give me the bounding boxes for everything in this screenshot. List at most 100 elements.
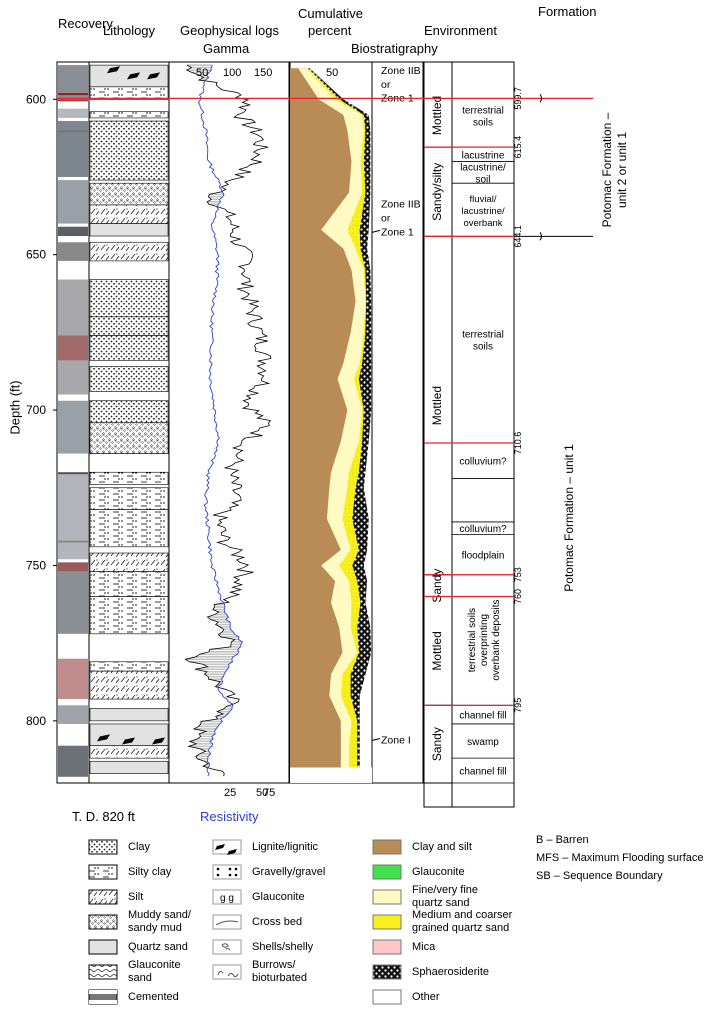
zone-label: Zone 1 bbox=[381, 226, 414, 238]
core-photo-segment bbox=[58, 121, 88, 177]
glauconite-symbol: g g bbox=[220, 893, 234, 904]
header-gamma: Gamma bbox=[203, 41, 250, 56]
header-biostratigraphy: Biostratigraphy bbox=[351, 41, 438, 56]
legend-swatch-color bbox=[372, 839, 402, 855]
legend-label: Fine/very fine quartz sand bbox=[412, 884, 479, 909]
lithology-unit-siltyclay bbox=[89, 487, 169, 510]
zone-label: or bbox=[381, 79, 391, 91]
lithology-unit-quartz bbox=[89, 223, 169, 237]
biostrat-frame bbox=[371, 61, 424, 784]
legend-label: Glauconite sand bbox=[128, 959, 181, 984]
resistivity-curve bbox=[197, 64, 243, 777]
legend-swatch-color bbox=[372, 989, 402, 1005]
environment-label: overbank deposits bbox=[491, 599, 502, 680]
core-photo-band bbox=[58, 130, 88, 133]
legend-swatch: g g bbox=[212, 889, 242, 905]
gravel-symbol bbox=[228, 873, 232, 877]
legend-swatch-siltyclay bbox=[88, 864, 118, 880]
formation-boundaries bbox=[57, 94, 593, 706]
legend-swatch-frame bbox=[212, 914, 242, 930]
lithofacies-label: Mottled bbox=[430, 386, 444, 425]
legend-label: Sphaerosiderite bbox=[412, 965, 490, 978]
lithology-unit-quartz bbox=[89, 708, 169, 722]
abbrev-barren: B – Barren bbox=[536, 834, 589, 846]
legend-swatch bbox=[372, 989, 402, 1005]
environment-label: terrestrial bbox=[462, 105, 504, 116]
lithology-unit-clay bbox=[89, 316, 169, 336]
lithology-unit-siltyclay bbox=[89, 111, 169, 119]
header-environment: Environment bbox=[424, 23, 497, 38]
lithofacies-label: Sandy bbox=[430, 727, 444, 761]
environment-label: overprinting bbox=[479, 614, 490, 666]
feature-legend: Lignite/lignitic Gravelly/gravel g g Glauco… bbox=[212, 836, 362, 986]
lignite-symbol bbox=[215, 844, 225, 850]
legend-label: Glauconite bbox=[412, 865, 465, 878]
core-photo-band bbox=[58, 93, 88, 96]
header-lithology: Lithology bbox=[103, 23, 156, 38]
environment-frame bbox=[451, 61, 515, 808]
legend-swatch bbox=[88, 889, 118, 905]
legend-item: Cemented bbox=[88, 986, 208, 1008]
environment-label: floodplain bbox=[462, 551, 505, 562]
lignite-clast bbox=[107, 66, 120, 74]
gravel-symbol bbox=[216, 873, 220, 877]
legend-item: Muddy sand/ sandy mud bbox=[88, 909, 208, 934]
legend-swatch-frame bbox=[212, 889, 242, 905]
legend-swatch bbox=[372, 889, 402, 905]
environment-label: overbank bbox=[463, 218, 502, 229]
legend-item: Glauconite bbox=[372, 861, 532, 883]
header-geophysical-logs: Geophysical logs bbox=[180, 23, 279, 38]
lignite-clast bbox=[127, 72, 140, 80]
core-photo-segment bbox=[58, 400, 88, 454]
legend-item: Glauconite sand bbox=[88, 959, 208, 984]
lithology-unit-siltyclay bbox=[89, 471, 169, 485]
legend-label: Other bbox=[412, 990, 440, 1003]
composition-legend: Clay and silt Glauconite Fine/very fine qu… bbox=[372, 836, 532, 1011]
depth-tick-label: 700 bbox=[26, 403, 46, 417]
legend-swatch bbox=[88, 989, 118, 1005]
gravel-symbol bbox=[234, 867, 238, 871]
lithology-unit-silt bbox=[89, 552, 169, 572]
legend-swatch-silt bbox=[88, 889, 118, 905]
lithology-unit-silt bbox=[89, 204, 169, 224]
legend-swatch bbox=[212, 914, 242, 930]
environment-label-group: terrestrial soils overprinting overbank de… bbox=[467, 599, 502, 680]
lithology-unit-clay bbox=[89, 279, 169, 318]
clay-silt-area bbox=[290, 68, 356, 768]
legend-swatch-clay bbox=[88, 839, 118, 855]
gamma-tick-150: 150 bbox=[254, 67, 273, 79]
lithology-unit-siltyclay bbox=[89, 596, 169, 635]
legend-swatch bbox=[372, 914, 402, 930]
legend-item: Other bbox=[372, 986, 532, 1008]
gamma-tick-50: 50 bbox=[196, 67, 209, 79]
legend-swatch bbox=[88, 939, 118, 955]
legend-item: Mica bbox=[372, 936, 532, 958]
legend-label: Burrows/ bioturbated bbox=[252, 959, 308, 984]
legend-swatch bbox=[212, 839, 242, 855]
boundary-depth-label: 753 bbox=[513, 567, 523, 582]
core-photo-band bbox=[58, 99, 88, 102]
gravel-symbol bbox=[228, 867, 232, 871]
other-area bbox=[290, 767, 372, 783]
lithology-unit-siltyclay bbox=[89, 571, 169, 597]
boundary-depth-label: 615.4 bbox=[513, 136, 523, 159]
legend-label: Quartz sand bbox=[128, 940, 188, 953]
legend-item: Cross bed bbox=[212, 911, 362, 933]
legend-swatch bbox=[88, 964, 118, 980]
environment-label: terrestrial soils bbox=[467, 608, 478, 672]
lithofacies-label: Sandy bbox=[430, 569, 444, 603]
core-photo-segment bbox=[58, 108, 88, 118]
legend-item: Clay and silt bbox=[372, 836, 532, 858]
zone-label: or bbox=[381, 212, 391, 224]
legend-label: Silt bbox=[128, 890, 144, 903]
legend-swatch-frame bbox=[212, 864, 242, 880]
legend-label: Mica bbox=[412, 940, 436, 953]
legend-swatch bbox=[212, 864, 242, 880]
lithology-unit-siltyclay bbox=[89, 86, 169, 100]
header-cumulative: Cumulative bbox=[298, 6, 364, 21]
core-photo-segment bbox=[58, 226, 88, 237]
cumulative-percent-chart bbox=[290, 68, 372, 783]
legend-item: Quartz sand bbox=[88, 936, 208, 958]
legend-swatch-muddysand bbox=[88, 914, 118, 930]
environment-label: soil bbox=[475, 174, 490, 185]
